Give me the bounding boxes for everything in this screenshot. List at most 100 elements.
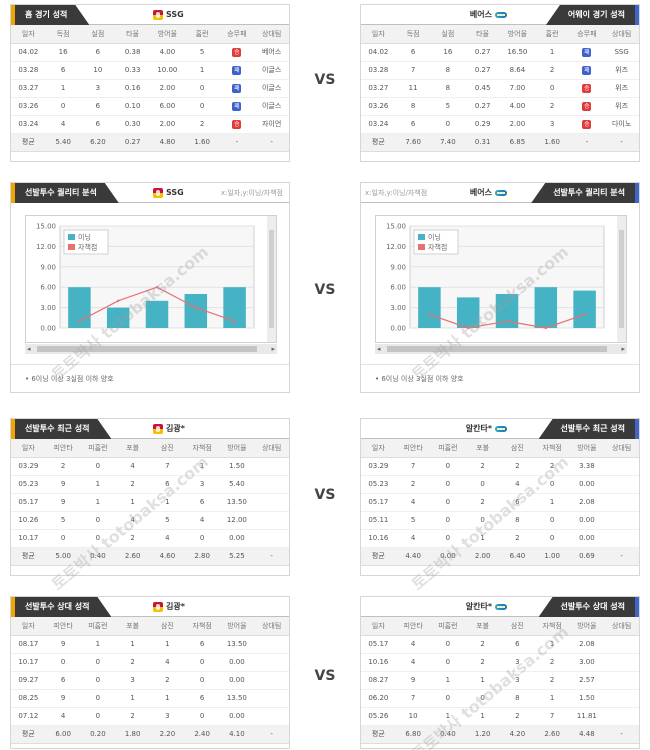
scroll-right-icon[interactable]: ▸ <box>621 345 625 353</box>
era-cell: 6.00 <box>150 97 185 116</box>
team-name: SSG <box>166 10 184 19</box>
era-cell: 13.50 <box>219 635 255 654</box>
result-cell: 승 <box>219 43 255 62</box>
panel-title-tab: 선발투수 최근 성적 <box>538 419 639 439</box>
point-earned-runs <box>505 320 509 323</box>
scroll-thumb[interactable] <box>37 346 257 352</box>
pitcher-label: 김광* <box>153 419 185 439</box>
scroll-thumb[interactable] <box>269 230 274 328</box>
y-tick-label: 0.00 <box>390 325 406 333</box>
table-row: 03.26 0 6 0.10 6.00 0 패 이글스 <box>11 97 289 116</box>
average-hr-cell: 1.60 <box>184 133 220 152</box>
point-earned-runs <box>428 313 431 316</box>
average-avg-cell: 0.31 <box>465 133 500 152</box>
scroll-left-icon[interactable]: ◂ <box>27 345 31 353</box>
h-cell: 2 <box>395 475 431 494</box>
era-cell: 0.00 <box>569 475 605 494</box>
average-result-cell: - <box>569 133 605 152</box>
chart-horizontal-scrollbar[interactable]: ◂ ▸ <box>25 344 277 354</box>
scroll-thumb[interactable] <box>619 230 624 328</box>
date-cell: 03.29 <box>11 457 46 476</box>
er-cell: 6 <box>184 689 220 708</box>
date-cell: 03.26 <box>11 97 46 116</box>
result-cell: 패 <box>219 61 255 80</box>
y-tick-label: 15.00 <box>36 223 56 231</box>
opp-cell: 위즈 <box>604 97 639 116</box>
era-cell: 2.57 <box>569 671 605 690</box>
home-record-table: 일자 득점 실점 타율 방어율 홈런 승무패 상대팀 04.02 16 6 0.38 4.00 5 승 베어… <box>11 25 289 152</box>
hr-cell: 3 <box>534 115 570 134</box>
average-hr-cell: 1.60 <box>534 133 570 152</box>
legend-label: 이닝 <box>78 233 91 242</box>
average-er-cell: 2.60 <box>534 725 570 744</box>
date-cell: 03.28 <box>11 61 46 80</box>
opp-cell: 자이언 <box>254 115 289 134</box>
date-cell: 07.12 <box>11 707 46 726</box>
scroll-left-icon[interactable]: ◂ <box>377 345 381 353</box>
table-row: 05.23 9 1 2 6 3 5.40 <box>11 475 289 494</box>
pitcher-recent-panel-left: 선발투수 최근 성적 김광* 일자 피안타 피홈런 포볼 삼진 자책점 방어율 상대팀 03.… <box>10 418 290 576</box>
legend-label: 자책점 <box>78 243 97 252</box>
table-row: 03.29 2 0 4 7 1 1.50 <box>11 457 289 476</box>
pitcher-vs-panel-right: 알칸타* 선발투수 상대 성적 일자 피안타 피홈런 포볼 삼진 자책점 방어율 상대팀 05… <box>360 596 640 749</box>
table-row: 10.26 5 0 4 5 4 12.00 <box>11 511 289 530</box>
opp-cell <box>604 529 639 548</box>
hr-cell: 1 <box>430 707 466 726</box>
er-cell: 4 <box>184 511 220 530</box>
h-cell: 5 <box>395 511 431 530</box>
date-cell: 08.27 <box>361 671 396 690</box>
chart-vertical-scrollbar[interactable] <box>617 216 626 342</box>
er-cell: 0 <box>184 671 220 690</box>
table-row: 10.17 0 0 2 4 0 0.00 <box>11 529 289 548</box>
column-header: 삼진 <box>500 439 535 458</box>
result-badge: 승 <box>232 119 242 129</box>
pitcher-recent-table: 일자 피안타 피홈런 포볼 삼진 자책점 방어율 상대팀 03.29 7 0 2 2 2 3.38 05.2… <box>361 439 639 566</box>
scroll-thumb[interactable] <box>387 346 607 352</box>
column-header: 피안타 <box>45 439 81 458</box>
hr-cell: 2 <box>184 115 220 134</box>
panel-title-tab: 선발투수 상대 성적 <box>11 597 111 617</box>
so-cell: 4 <box>150 529 185 548</box>
table-row: 05.23 2 0 0 4 0 0.00 <box>361 475 639 494</box>
average-h-cell: 4.40 <box>395 547 431 566</box>
runs-cell: 6 <box>45 61 81 80</box>
result-cell: 패 <box>219 79 255 98</box>
runs-cell: 6 <box>395 43 431 62</box>
opp-cell <box>604 493 639 512</box>
er-cell: 2 <box>534 653 570 672</box>
ssg-logo-icon <box>153 188 163 198</box>
er-cell: 0 <box>184 707 220 726</box>
hr-cell: 0 <box>80 671 116 690</box>
average-label-cell: 평균 <box>361 547 396 566</box>
date-cell: 08.17 <box>11 635 46 654</box>
legend-label: 자책점 <box>428 243 447 252</box>
average-er-cell: 2.80 <box>184 547 220 566</box>
era-cell: 13.50 <box>219 493 255 512</box>
er-cell: 0 <box>184 529 220 548</box>
pitcher-vs-table: 일자 피안타 피홈런 포볼 삼진 자책점 방어율 상대팀 05.17 4 0 2 6 1 2.08 10.1… <box>361 617 639 744</box>
era-cell: 12.00 <box>219 511 255 530</box>
average-h-cell: 6.80 <box>395 725 431 744</box>
bar-innings <box>534 287 558 328</box>
column-header: 홈런 <box>534 25 570 44</box>
opp-cell: 이글스 <box>254 97 289 116</box>
table-row: 08.27 9 1 1 3 2 2.57 <box>361 671 639 690</box>
average-er-cell: 1.00 <box>534 547 570 566</box>
er-cell: 0 <box>184 653 220 672</box>
chart-vertical-scrollbar[interactable] <box>267 216 276 342</box>
date-cell: 05.17 <box>11 493 46 512</box>
opp-cell <box>254 475 289 494</box>
average-label-cell: 평균 <box>11 547 46 566</box>
table-row: 05.26 10 1 1 2 7 11.81 <box>361 707 639 726</box>
pitcher-name: 알칸타* <box>465 424 492 433</box>
er-cell: 0 <box>534 529 570 548</box>
average-hr-cell: 0.40 <box>80 547 116 566</box>
average-era-cell: 4.48 <box>569 725 605 744</box>
team-label: 베어스 <box>470 183 507 203</box>
date-cell: 10.16 <box>361 529 396 548</box>
so-cell: 2 <box>500 707 535 726</box>
h-cell: 5 <box>45 511 81 530</box>
scroll-right-icon[interactable]: ▸ <box>271 345 275 353</box>
chart-horizontal-scrollbar[interactable]: ◂ ▸ <box>375 344 627 354</box>
era-cell: 2.00 <box>150 115 185 134</box>
